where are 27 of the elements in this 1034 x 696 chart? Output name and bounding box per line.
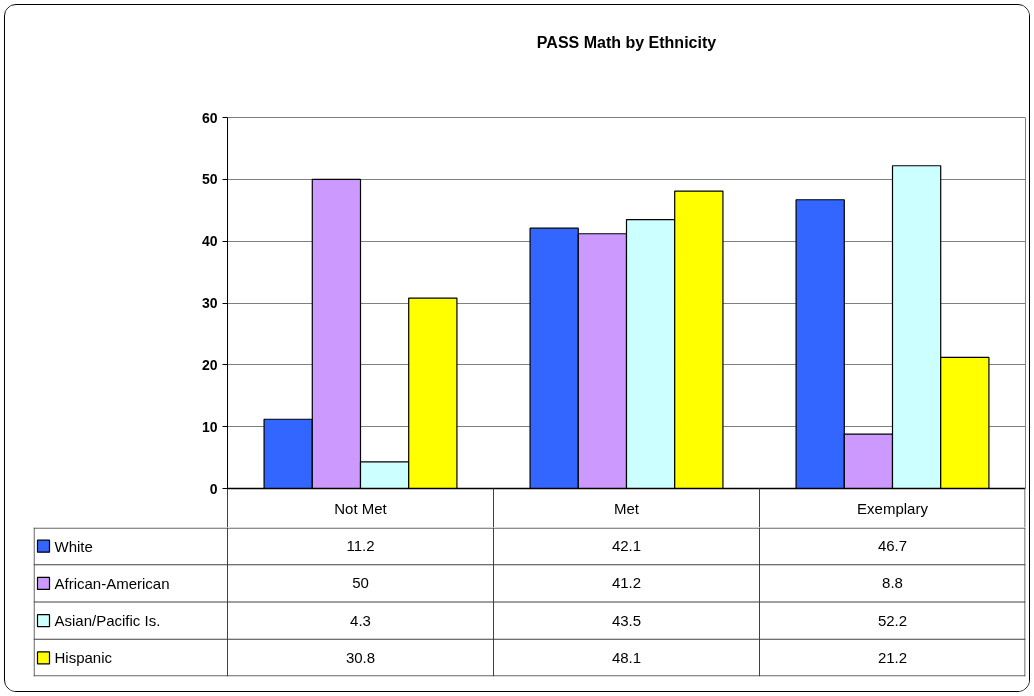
chart-title: PASS Math by Ethnicity — [536, 34, 717, 51]
data-label: 50 — [352, 574, 369, 592]
legend-label: African-American — [54, 574, 170, 592]
data-label: 4.3 — [350, 611, 371, 629]
data-label: 42.1 — [611, 537, 642, 555]
data-label: 21.2 — [877, 648, 908, 666]
data-label: 11.2 — [346, 537, 375, 555]
x-tick-label: Not Met — [334, 499, 388, 517]
data-label: 46.7 — [877, 537, 908, 555]
y-tick-label: 10 — [201, 418, 218, 435]
data-label: 8.8 — [882, 574, 903, 592]
data-label: 30.8 — [345, 648, 376, 666]
x-tick-label: Exemplary — [857, 499, 929, 517]
legend-label: Asian/Pacific Is. — [54, 612, 161, 630]
y-tick-label: 0 — [209, 480, 218, 497]
legend-label: White — [54, 537, 93, 555]
y-tick-label: 50 — [201, 171, 218, 188]
y-tick-label: 30 — [201, 295, 218, 311]
data-label: 43.5 — [611, 611, 642, 629]
y-tick-label: 20 — [201, 356, 218, 373]
x-tick-label: Met — [614, 499, 640, 517]
data-label: 52.2 — [877, 611, 908, 629]
legend-label: Hispanic — [54, 649, 113, 667]
data-label: 48.1 — [611, 648, 642, 666]
y-tick-label: 40 — [201, 233, 218, 250]
data-label: 41.2 — [611, 574, 642, 592]
y-tick-label: 60 — [201, 109, 218, 126]
